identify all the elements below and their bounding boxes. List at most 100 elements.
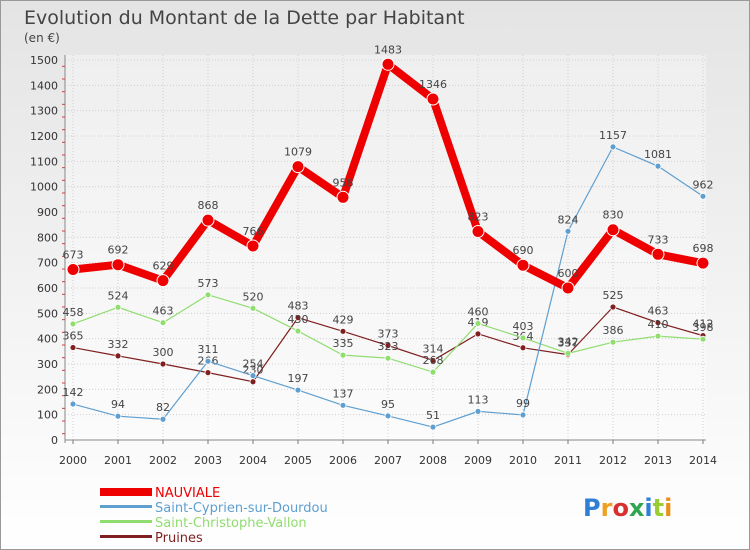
logo-letter: i: [644, 494, 652, 522]
x-tick-label: 2012: [599, 454, 627, 467]
data-point: [339, 351, 347, 359]
data-point: [156, 274, 170, 288]
x-tick-label: 2008: [419, 454, 447, 467]
data-point: [111, 258, 125, 272]
x-tick-label: 2009: [464, 454, 492, 467]
data-label: 300: [153, 346, 174, 359]
chart-title: Evolution du Montant de la Dette par Hab…: [24, 7, 465, 29]
data-point: [609, 143, 617, 151]
data-point: [339, 401, 347, 409]
data-point: [609, 303, 617, 311]
data-point: [159, 415, 167, 423]
data-point: [384, 342, 392, 349]
data-label: 463: [648, 305, 669, 318]
data-label: 332: [108, 338, 129, 351]
data-label: 311: [198, 343, 219, 356]
data-label: 82: [156, 401, 170, 414]
data-label: 692: [108, 244, 129, 257]
y-tick-label: 100: [37, 409, 58, 422]
series-saint-christophe-vallon: 458 524 463 573 520 430 335 323 268 460 403 342 386 4…: [63, 277, 714, 376]
data-point: [159, 319, 167, 327]
series-saint-cyprien-sur-dourdou: 142 94 82 311 254 197 137 95 51 113 99 824 1157 1081 9…: [63, 129, 714, 431]
data-point: [654, 162, 662, 170]
data-point: [609, 338, 617, 346]
data-point: [516, 258, 530, 272]
legend-item: Saint-Cyprien-sur-Dourdou: [100, 501, 328, 516]
data-label: 483: [288, 300, 309, 313]
data-label: 386: [603, 324, 624, 337]
data-label: 142: [63, 386, 84, 399]
data-point: [426, 92, 440, 106]
logo-letter: x: [629, 494, 645, 522]
x-tick-label: 2005: [284, 454, 312, 467]
data-point: [291, 160, 305, 174]
data-label: 458: [63, 306, 84, 319]
data-point: [519, 334, 527, 342]
data-label: 824: [558, 213, 579, 226]
data-point: [159, 360, 167, 368]
legend-swatch: [100, 520, 152, 523]
legend-swatch: [100, 505, 152, 508]
data-label: 51: [426, 409, 440, 422]
x-tick-label: 2000: [59, 454, 87, 467]
data-point: [294, 386, 302, 394]
data-label: 403: [513, 320, 534, 333]
data-label: 1483: [374, 43, 402, 56]
data-point: [606, 223, 620, 237]
data-label: 460: [468, 305, 489, 318]
data-point: [384, 354, 392, 362]
data-label: 673: [63, 249, 84, 262]
data-point: [114, 303, 122, 311]
x-tick-label: 2013: [644, 454, 672, 467]
data-label: 962: [693, 178, 714, 191]
data-label: 830: [603, 209, 624, 222]
data-point: [654, 319, 662, 327]
data-label: 524: [108, 289, 129, 302]
data-point: [204, 291, 212, 299]
data-label: 342: [558, 335, 579, 348]
data-label: 525: [603, 289, 624, 302]
legend-item: NAUVIALE: [100, 486, 220, 501]
data-point: [471, 225, 485, 239]
data-label: 958: [333, 176, 354, 189]
logo-letter: o: [612, 494, 629, 522]
data-label: 412: [693, 318, 714, 331]
data-label: 520: [243, 290, 264, 303]
y-tick-label: 600: [37, 282, 58, 295]
data-point: [246, 239, 260, 253]
data-point: [474, 320, 482, 327]
data-point: [249, 378, 257, 386]
legend-label: Pruines: [155, 531, 203, 546]
data-point: [519, 344, 527, 352]
series-pruines: 3653323002662304834293733144193643375254…: [63, 289, 714, 386]
data-point: [66, 263, 80, 277]
legend-swatch: [100, 535, 152, 538]
y-tick-label: 1200: [30, 130, 58, 143]
data-label: 1079: [284, 146, 312, 159]
y-tick-label: 1100: [30, 155, 58, 168]
data-label: 429: [333, 313, 354, 326]
data-point: [564, 349, 572, 357]
data-label: 733: [648, 233, 669, 246]
data-point: [651, 247, 665, 261]
data-label: 463: [153, 305, 174, 318]
x-tick-label: 2014: [689, 454, 717, 467]
y-tick-label: 900: [37, 206, 58, 219]
data-point: [339, 327, 347, 335]
x-tick-label: 2010: [509, 454, 537, 467]
data-point: [249, 304, 257, 312]
logo-letter: i: [664, 494, 672, 522]
y-tick-label: 1300: [30, 105, 58, 118]
data-label: 337: [558, 337, 579, 350]
y-tick-label: 1500: [30, 54, 58, 67]
y-tick-label: 0: [51, 434, 58, 447]
data-point: [249, 372, 257, 380]
y-tick-label: 200: [37, 383, 58, 396]
data-label: 868: [198, 199, 219, 212]
data-label: 99: [516, 397, 530, 410]
data-label: 373: [378, 328, 399, 341]
legend-label: Saint-Christophe-Vallon: [155, 516, 307, 531]
x-tick-label: 2004: [239, 454, 267, 467]
data-point: [696, 256, 710, 270]
